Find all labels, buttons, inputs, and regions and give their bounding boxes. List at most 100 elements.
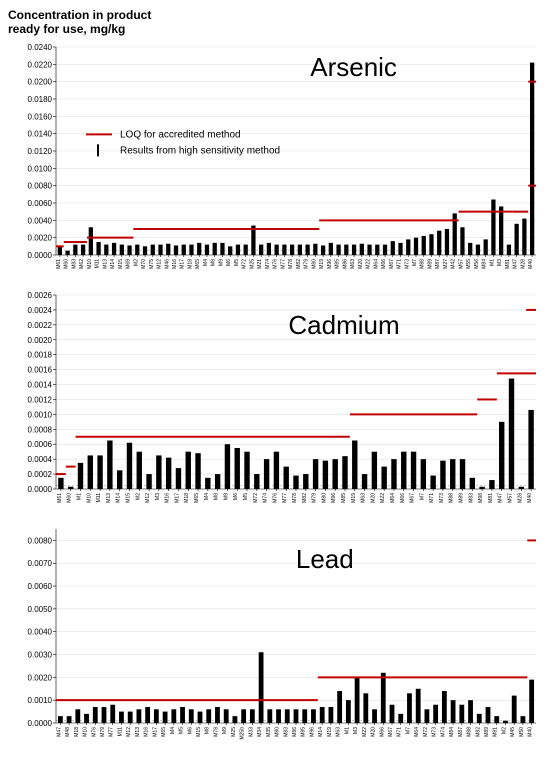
x-tick-label: M80	[321, 493, 327, 503]
bar	[416, 689, 421, 723]
bar	[143, 246, 147, 255]
bar	[450, 459, 455, 489]
x-tick-label: M10	[86, 493, 92, 503]
x-tick-label: M18	[74, 727, 80, 737]
bar	[137, 709, 142, 723]
x-tick-label: M56	[474, 259, 480, 269]
bar	[302, 709, 307, 723]
bar	[182, 244, 186, 254]
bar	[337, 691, 342, 723]
bar	[78, 463, 83, 489]
x-tick-label: M14	[318, 727, 324, 737]
bar	[512, 695, 517, 722]
bar	[362, 474, 367, 489]
bar	[313, 244, 317, 255]
x-tick-label: M17	[180, 259, 186, 269]
x-tick-label: M45	[510, 727, 516, 737]
bar	[372, 451, 377, 488]
x-tick-label: M89	[459, 493, 465, 503]
y-tick-label: 0.0020	[28, 336, 53, 345]
chart-stack: 0.00000.00200.00400.00600.00800.01000.01…	[8, 41, 544, 751]
bar	[176, 468, 181, 489]
x-tick-label: M82	[475, 727, 481, 737]
x-tick-label: M19	[319, 259, 325, 269]
bar	[84, 714, 89, 723]
bar	[180, 707, 185, 723]
bar	[363, 693, 368, 723]
bar	[213, 243, 217, 255]
bar	[460, 227, 464, 255]
y-tick-label: 0.0020	[28, 233, 53, 242]
x-tick-label: M22	[366, 259, 372, 269]
x-tick-label: M78	[213, 727, 219, 737]
y-tick-label: 0.0004	[28, 455, 53, 464]
x-tick-label: M28	[517, 493, 523, 503]
x-tick-label: M1	[344, 727, 350, 734]
bar	[68, 487, 73, 489]
bar	[104, 244, 108, 254]
x-tick-label: M20	[370, 493, 376, 503]
bar	[146, 474, 151, 489]
y-tick-label: 0.0050	[28, 605, 53, 614]
x-tick-label: M61	[57, 493, 63, 503]
bar	[174, 245, 178, 255]
bar	[437, 231, 441, 255]
bar	[381, 673, 386, 723]
bar	[75, 709, 80, 723]
bar	[285, 709, 290, 723]
y-tick-label: 0.0160	[28, 112, 53, 121]
bar	[274, 451, 279, 488]
bar	[250, 709, 255, 723]
x-tick-label: M17	[152, 727, 158, 737]
x-tick-label: M77	[109, 727, 115, 737]
x-tick-label: M47	[56, 727, 62, 737]
y-tick-label: 0.0080	[28, 181, 53, 190]
x-tick-label: M22	[362, 727, 368, 737]
chart-arsenic: 0.00000.00200.00400.00600.00800.01000.01…	[8, 41, 544, 283]
panel-title: Lead	[296, 544, 354, 574]
bar	[445, 229, 449, 255]
bar	[521, 716, 526, 723]
x-tick-label: M75	[149, 259, 155, 269]
bar	[93, 707, 98, 723]
y-tick-label: 0.0200	[28, 77, 53, 86]
x-tick-label: M78	[288, 259, 294, 269]
bar	[88, 455, 93, 489]
bar	[135, 244, 139, 254]
x-tick-label: M72	[253, 493, 259, 503]
x-tick-label: M74	[440, 727, 446, 737]
x-tick-label: M77	[280, 259, 286, 269]
x-tick-label: M85	[341, 493, 347, 503]
x-tick-label: M3	[497, 259, 503, 266]
y-tick-label: 0.0002	[28, 470, 53, 479]
x-tick-label: M85	[335, 259, 341, 269]
x-tick-label: M80	[275, 727, 281, 737]
x-tick-label: M47	[513, 259, 519, 269]
bar	[323, 460, 328, 488]
x-tick-label: M47	[498, 493, 504, 503]
x-tick-label: M14	[116, 493, 122, 503]
y-tick-label: 0.0000	[28, 719, 53, 728]
x-tick-label: M87	[458, 727, 464, 737]
x-tick-label: M25	[231, 727, 237, 737]
bar	[163, 711, 168, 722]
bar	[459, 705, 464, 723]
bar	[236, 244, 240, 254]
x-tick-label: M9	[223, 493, 229, 500]
x-tick-label: M61	[56, 259, 62, 269]
bar	[107, 440, 112, 489]
panel-lead: 0.00000.00100.00200.00300.00400.00500.00…	[8, 523, 544, 751]
bar	[519, 487, 524, 489]
x-tick-label: M48	[65, 727, 71, 737]
bar	[507, 244, 511, 254]
bar	[329, 707, 334, 723]
x-tick-label: M9	[222, 727, 228, 734]
bar	[320, 707, 325, 723]
bar	[267, 709, 272, 723]
bar	[451, 700, 456, 723]
x-tick-label: M64	[390, 493, 396, 503]
x-tick-label: M8	[211, 259, 217, 266]
x-tick-label: M83	[283, 727, 289, 737]
bar	[259, 244, 263, 254]
x-tick-label: M87	[435, 259, 441, 269]
